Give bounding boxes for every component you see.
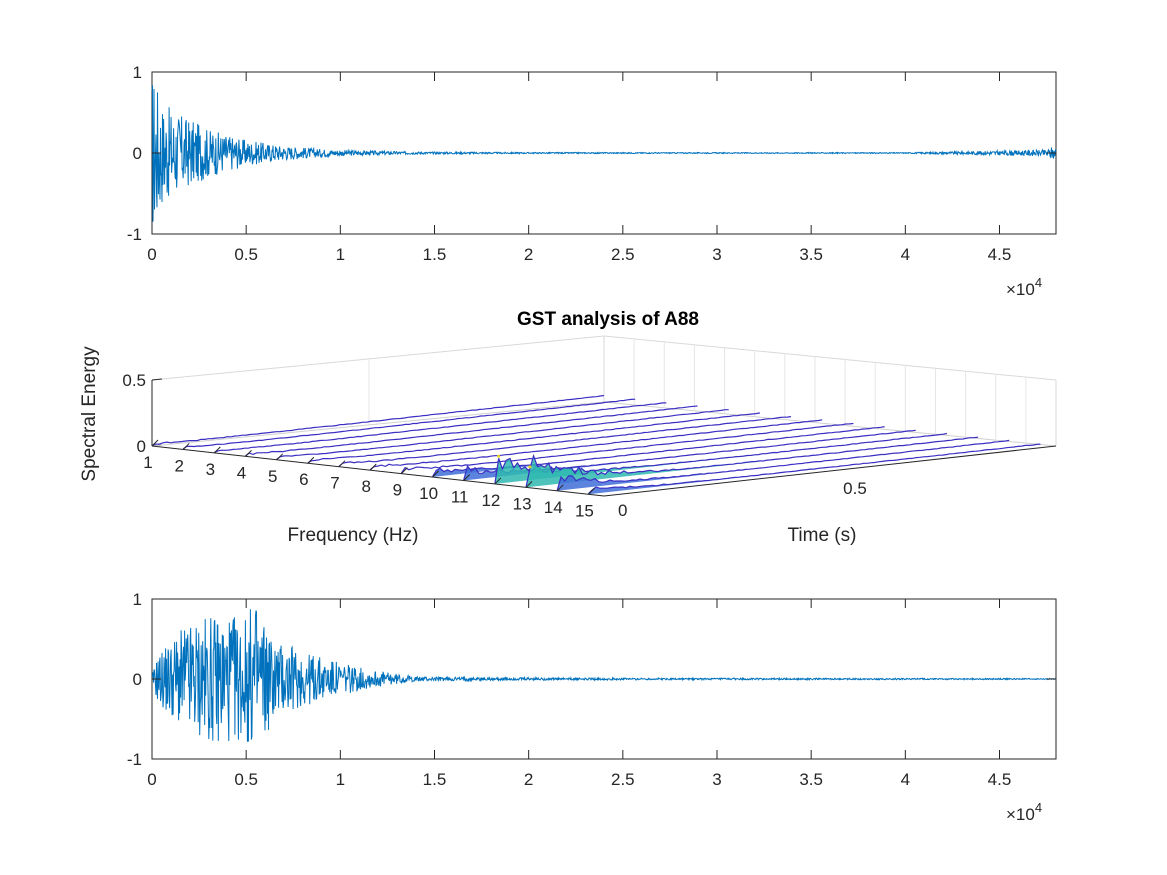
bottom-waveform-panel: 0 0.5 1 1.5 2 2.5 3 3.5 4 4.5 -1 0 1 ×104 [127, 590, 1057, 824]
frequency-tick [213, 446, 221, 454]
back-top-edge-left [151, 335, 605, 381]
x-tick-label: 3.5 [799, 770, 823, 789]
z-tick-label-0.5: 0.5 [122, 371, 146, 390]
x-tick-label: 0 [147, 770, 156, 789]
x-tick-label: 2 [524, 245, 533, 264]
bottom-x-multiplier: ×104 [1006, 800, 1042, 824]
gst-3d-panel: GST analysis of A88 1 2 3 4 5 6 7 8 9 10 11 12 13 14 1… [79, 309, 1057, 546]
frequency-tick-label: 10 [419, 484, 438, 503]
x-tick-label: 1.5 [423, 245, 447, 264]
frequency-tick [245, 449, 252, 457]
frequency-tick-label: 13 [513, 494, 532, 513]
x-tick-label: 3 [712, 245, 721, 264]
x-tick-label: 3.5 [799, 245, 823, 264]
frequency-tick-label: 14 [544, 498, 563, 517]
x-tick-label: 0.5 [234, 245, 258, 264]
frequency-tick-label: 7 [330, 474, 339, 493]
y-tick-label: -1 [127, 225, 142, 244]
x-tick-label: 1 [336, 245, 345, 264]
frequency-tick-label: 15 [575, 501, 594, 520]
top-waveform-series [151, 85, 1057, 222]
x-tick-label: 2 [524, 770, 533, 789]
frequency-tick [182, 443, 190, 450]
frequency-slice [182, 398, 636, 450]
frequency-tick-label: 1 [143, 453, 152, 472]
frequency-tick [338, 460, 346, 468]
gst-title: GST analysis of A88 [517, 309, 699, 330]
slice-fill [557, 440, 1010, 491]
time-tick-0: 0 [618, 501, 627, 520]
frequency-tick [556, 484, 564, 492]
x-tick-label: 2.5 [611, 245, 635, 264]
x-tick-label: 4.5 [988, 770, 1012, 789]
frequency-tick [432, 470, 439, 478]
right-floor-edge [603, 401, 1057, 447]
frequency-slice [525, 436, 979, 488]
top-x-multiplier: ×104 [1006, 275, 1042, 299]
frequency-tick [401, 467, 408, 474]
slice-peak [497, 454, 501, 458]
time-axis-label: Time (s) [788, 525, 857, 546]
frequency-tick-label: 6 [299, 470, 308, 489]
frequency-tick [494, 477, 502, 485]
frequency-tick [588, 487, 595, 495]
x-tick-label: 2.5 [611, 770, 635, 789]
frequency-tick [307, 456, 315, 464]
y-tick-label: 1 [133, 590, 142, 609]
time-axis-line [603, 445, 1057, 497]
frequency-slice [369, 419, 823, 471]
x-tick-label: 0.5 [234, 770, 258, 789]
frequency-axis-line [151, 445, 605, 497]
frequency-ticks: 1 2 3 4 5 6 7 8 9 10 11 12 13 14 15 [143, 439, 595, 520]
frequency-slices [151, 394, 1041, 495]
frequency-slice [214, 402, 667, 453]
frequency-tick-label: 4 [237, 463, 246, 482]
time-gridlines [633, 338, 1027, 444]
back-floor-edge [151, 401, 605, 447]
y-tick-label: 0 [133, 144, 142, 163]
x-tick-label: 4 [901, 245, 910, 264]
x-tick-label: 1.5 [423, 770, 447, 789]
slice-peak [528, 465, 532, 469]
frequency-slice [307, 412, 761, 464]
frequency-slice [556, 439, 1010, 491]
x-tick-label: 4 [901, 770, 910, 789]
y-tick-label: 1 [133, 63, 142, 82]
frequency-tick-label: 11 [451, 488, 469, 507]
frequency-tick [151, 439, 159, 447]
frequency-slice [151, 394, 605, 447]
frequency-slice [400, 422, 854, 474]
frequency-tick-label: 12 [481, 491, 500, 510]
x-tick-label: 4.5 [988, 245, 1012, 264]
x-tick-label: 3 [712, 770, 721, 789]
frequency-tick [276, 453, 284, 461]
frequency-slice [276, 409, 729, 460]
x-tick-label: 0 [147, 245, 156, 264]
z-tick-label-0: 0 [137, 437, 146, 456]
frequency-tick-label: 9 [393, 481, 402, 500]
top-waveform-panel: 0 0.5 1 1.5 2 2.5 3 3.5 4 4.5 -1 0 1 ×104 [127, 63, 1057, 299]
frequency-tick-label: 2 [174, 456, 183, 475]
x-tick-label: 1 [336, 770, 345, 789]
back-top-edge-right [603, 335, 1057, 381]
frequency-axis-label: Frequency (Hz) [288, 525, 419, 546]
frequency-slice [245, 405, 698, 457]
top-axes-ticks: 0 0.5 1 1.5 2 2.5 3 3.5 4 4.5 -1 0 1 [127, 63, 1056, 264]
bottom-axes-ticks: 0 0.5 1 1.5 2 2.5 3 3.5 4 4.5 -1 0 1 [127, 590, 1056, 789]
frequency-slice [587, 443, 1041, 495]
time-tick-0.5: 0.5 [843, 479, 867, 498]
frequency-tick [369, 463, 377, 471]
frequency-tick-label: 5 [268, 467, 277, 486]
frequency-tick-label: 8 [361, 477, 370, 496]
y-tick-label: 0 [133, 670, 142, 689]
y-tick-label: -1 [127, 750, 142, 769]
frequency-tick [525, 481, 533, 488]
bottom-waveform-series [151, 609, 1057, 742]
frequency-tick [463, 474, 471, 481]
spectral-energy-label: Spectral Energy [79, 346, 100, 482]
frequency-tick-label: 3 [206, 460, 215, 479]
z-tick-0.5 [151, 378, 163, 381]
frequency-slice [338, 416, 792, 467]
